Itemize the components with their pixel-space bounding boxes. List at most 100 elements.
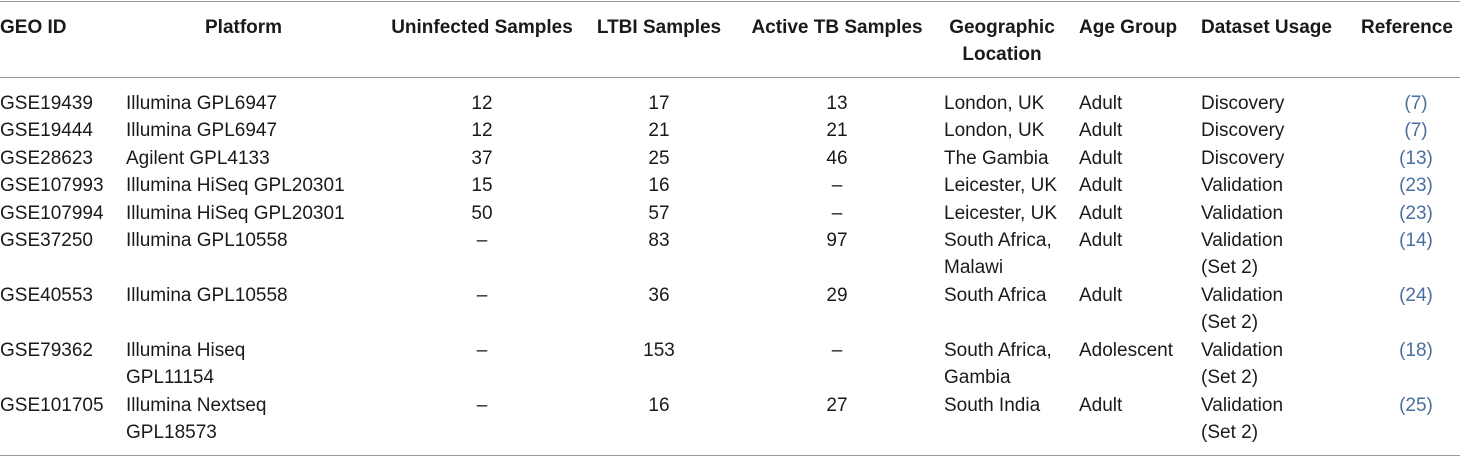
cell-usage: Validation (Set 2) (1201, 392, 1283, 446)
cell-uninfected: 50 (471, 203, 493, 224)
header-geographic-location: Geographic Location (937, 14, 1067, 68)
cell-active-tb: – (831, 203, 843, 224)
cell-active-tb: 29 (826, 285, 848, 306)
cell-location-line: South Africa, (944, 340, 1052, 361)
cell-active-tb: – (831, 175, 843, 196)
cell-platform-line: Illumina Nextseq (126, 395, 267, 416)
cell-reference[interactable]: (14) (1399, 230, 1433, 251)
cell-ltbi: 21 (648, 120, 670, 141)
cell-platform: Illumina HiSeq GPL20301 (126, 200, 345, 227)
table-header-rule (0, 77, 1460, 78)
cell-location: South India (944, 392, 1040, 419)
cell-usage-line: Validation (1201, 340, 1284, 361)
cell-uninfected: 12 (471, 120, 493, 141)
cell-platform: Illumina GPL10558 (126, 227, 288, 254)
cell-reference[interactable]: (18) (1399, 340, 1433, 361)
cell-uninfected: 12 (471, 93, 493, 114)
cell-geo-id: GSE19439 (0, 93, 93, 114)
cell-location-line: South India (944, 395, 1041, 416)
header-geo-id: GEO ID (0, 17, 67, 38)
cell-ltbi: 83 (648, 230, 670, 251)
cell-reference[interactable]: (25) (1399, 395, 1433, 416)
cell-location: South Africa, Malawi (944, 227, 1052, 281)
cell-reference[interactable]: (7) (1404, 120, 1428, 141)
cell-platform: Illumina GPL10558 (126, 282, 288, 309)
cell-usage: Validation (1201, 200, 1283, 227)
cell-usage-line: Validation (1201, 230, 1284, 251)
cell-usage-line: (Set 2) (1201, 257, 1259, 278)
cell-geo-id: GSE19444 (0, 120, 93, 141)
header-active-tb-samples: Active TB Samples (751, 17, 923, 38)
cell-geo-id: GSE107994 (0, 203, 104, 224)
cell-location-line: London, UK (944, 93, 1045, 114)
cell-uninfected: 37 (471, 148, 493, 169)
cell-geo-id: GSE107993 (0, 175, 104, 196)
cell-location-line: London, UK (944, 120, 1045, 141)
cell-active-tb: 46 (826, 148, 848, 169)
cell-geo-id: GSE37250 (0, 230, 93, 251)
cell-age-group: Adult (1079, 203, 1123, 224)
cell-usage: Validation (Set 2) (1201, 227, 1283, 281)
cell-platform: Illumina HiSeq GPL20301 (126, 172, 345, 199)
cell-platform-line: Illumina HiSeq GPL20301 (126, 175, 345, 196)
cell-platform: Illumina Nextseq GPL18573 (126, 392, 266, 446)
cell-ltbi: 36 (648, 285, 670, 306)
header-dataset-usage: Dataset Usage (1201, 17, 1332, 38)
cell-age-group: Adult (1079, 230, 1123, 251)
cell-usage: Discovery (1201, 90, 1284, 117)
cell-reference[interactable]: (24) (1399, 285, 1433, 306)
cell-reference[interactable]: (23) (1399, 203, 1433, 224)
header-ltbi-samples: LTBI Samples (596, 17, 722, 38)
cell-age-group: Adult (1079, 285, 1123, 306)
cell-usage-line: (Set 2) (1201, 312, 1259, 333)
cell-location: London, UK (944, 90, 1044, 117)
cell-usage: Validation (1201, 172, 1283, 199)
cell-location-line: Leicester, UK (944, 175, 1057, 196)
cell-usage: Validation (Set 2) (1201, 282, 1283, 336)
cell-platform: Agilent GPL4133 (126, 145, 270, 172)
cell-location-line: South Africa (944, 285, 1047, 306)
cell-reference[interactable]: (13) (1399, 148, 1433, 169)
cell-ltbi: 25 (648, 148, 670, 169)
cell-geo-id: GSE101705 (0, 395, 104, 416)
cell-reference[interactable]: (7) (1404, 93, 1428, 114)
cell-location: Leicester, UK (944, 200, 1057, 227)
cell-usage-line: Validation (1201, 285, 1284, 306)
cell-platform-line: Illumina GPL10558 (126, 285, 288, 306)
cell-age-group: Adult (1079, 93, 1123, 114)
cell-uninfected: – (476, 230, 488, 251)
cell-platform-line: Illumina GPL6947 (126, 93, 278, 114)
cell-uninfected: – (476, 340, 488, 361)
header-platform: Platform (205, 17, 283, 38)
header-geographic-location-line1: Geographic (949, 17, 1055, 38)
cell-location-line: South Africa, (944, 230, 1052, 251)
cell-active-tb: 13 (826, 93, 848, 114)
cell-reference[interactable]: (23) (1399, 175, 1433, 196)
cell-active-tb: 27 (826, 395, 848, 416)
cell-ltbi: 16 (648, 175, 670, 196)
cell-usage-line: (Set 2) (1201, 422, 1259, 443)
cell-ltbi: 57 (648, 203, 670, 224)
cell-platform-line: GPL11154 (126, 367, 215, 388)
cell-geo-id: GSE28623 (0, 148, 93, 169)
cell-platform-line: Illumina Hiseq (126, 340, 246, 361)
cell-usage-line: Validation (1201, 203, 1284, 224)
header-age-group: Age Group (1079, 17, 1178, 38)
cell-usage-line: Discovery (1201, 93, 1285, 114)
cell-usage-line: Discovery (1201, 148, 1285, 169)
cell-location: London, UK (944, 117, 1044, 144)
cell-age-group: Adult (1079, 120, 1123, 141)
cell-usage-line: Validation (1201, 175, 1284, 196)
cell-ltbi: 17 (648, 93, 670, 114)
header-geographic-location-line2: Location (962, 44, 1042, 65)
cell-age-group: Adult (1079, 175, 1123, 196)
table-bottom-rule (0, 455, 1460, 456)
cell-usage-line: Discovery (1201, 120, 1285, 141)
cell-uninfected: – (476, 285, 488, 306)
cell-location: South Africa, Gambia (944, 337, 1052, 391)
table-top-rule (0, 1, 1460, 2)
cell-location-line: Malawi (944, 257, 1004, 278)
cell-usage: Validation (Set 2) (1201, 337, 1283, 391)
cell-location: South Africa (944, 282, 1046, 309)
